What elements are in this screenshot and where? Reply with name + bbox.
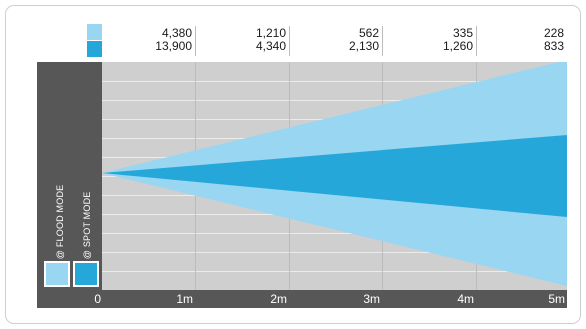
column-separator — [382, 26, 383, 56]
tick-label-2m: 2m — [270, 292, 287, 306]
tick-label-3m: 3m — [363, 292, 380, 306]
spot-color-key — [87, 41, 102, 57]
flood-lux-value: 335 — [452, 26, 473, 40]
spot-lux-value: 2,130 — [348, 39, 379, 53]
lux-column-2m: 1,210 4,340 — [206, 27, 286, 53]
distance-axis — [37, 290, 567, 308]
tick-label-4m: 4m — [457, 292, 474, 306]
spot-swatch — [73, 261, 99, 287]
legend-panel: LUX @ FLOOD MODE LUX @ SPOT MODE — [37, 62, 102, 308]
flood-swatch — [44, 261, 70, 287]
lux-column-4m: 335 1,260 — [393, 27, 473, 53]
lux-column-5m: 228 833 — [484, 27, 564, 53]
beam-svg — [102, 62, 567, 290]
tick-label-1m: 1m — [176, 292, 193, 306]
beam-plot — [102, 62, 567, 290]
lux-column-3m: 562 2,130 — [299, 27, 379, 53]
spot-lux-value: 833 — [543, 39, 564, 53]
column-separator — [289, 26, 290, 56]
flood-lux-value: 562 — [358, 26, 379, 40]
spot-lux-value: 1,260 — [442, 39, 473, 53]
flood-lux-value: 1,210 — [255, 26, 286, 40]
flood-lux-value: 4,380 — [161, 26, 192, 40]
lux-column-1m: 4,380 13,900 — [112, 27, 192, 53]
tick-label-origin: 0 — [94, 292, 101, 306]
spot-lux-value: 4,340 — [255, 39, 286, 53]
column-separator — [476, 26, 477, 56]
flood-color-key — [87, 24, 102, 40]
spot-beam — [102, 134, 567, 218]
tick-label-5m: 5m — [548, 292, 565, 306]
spot-lux-value: 13,900 — [155, 39, 192, 53]
flood-lux-value: 228 — [543, 26, 564, 40]
column-separator — [195, 26, 196, 56]
